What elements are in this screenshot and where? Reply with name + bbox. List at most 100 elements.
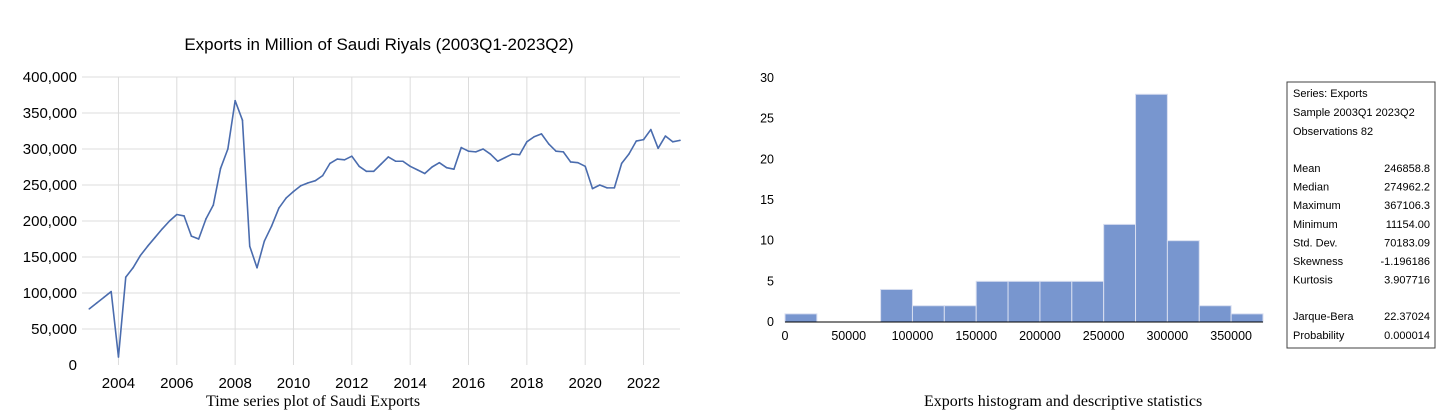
histogram-bar [784, 313, 818, 323]
histogram-bars [784, 93, 1264, 323]
stat-value: 274962.2 [1384, 182, 1430, 194]
data-point [343, 159, 346, 161]
y-tick-label: 350,000 [23, 105, 77, 122]
y-axis: 0 50,000 100,000 150,000 200,000 250,000 300,0… [23, 69, 77, 374]
data-point [423, 172, 426, 175]
x-tick-label: 50000 [831, 329, 866, 343]
data-point [496, 160, 499, 163]
data-point [475, 151, 477, 153]
histogram-bar [1198, 305, 1232, 323]
histogram-bar [880, 288, 913, 323]
data-point [205, 218, 207, 220]
data-point [438, 161, 441, 164]
line-chart-caption: Time series plot of Saudi Exports [206, 393, 421, 410]
data-point [117, 356, 120, 358]
stat-value: 0.000014 [1384, 330, 1430, 342]
data-point [628, 153, 630, 155]
stats-header-line: Sample 2003Q1 2023Q2 [1293, 107, 1415, 119]
data-point [278, 207, 280, 209]
data-point [416, 169, 419, 171]
data-point [387, 156, 390, 158]
data-point [511, 153, 514, 155]
y-tick-label: 150,000 [23, 249, 77, 266]
stat-label: Maximum [1293, 200, 1341, 212]
data-point [161, 228, 164, 230]
data-point [358, 165, 360, 168]
data-point [88, 308, 91, 310]
data-point [154, 236, 156, 239]
data-point [197, 238, 200, 240]
stat-value: 11154.00 [1386, 219, 1430, 231]
x-tick-label: 250000 [1083, 329, 1125, 343]
stat-value: 3.907716 [1384, 275, 1430, 287]
x-tick-label: 350000 [1210, 329, 1252, 343]
stat-value: 246858.8 [1384, 163, 1430, 175]
y-tick-label: 0 [69, 357, 77, 374]
stats-tests: Jarque-Bera 22.37024 Probability 0.000014 [1293, 311, 1430, 342]
data-point [227, 148, 229, 150]
data-point [336, 158, 339, 160]
data-point [329, 162, 331, 165]
histogram-bar [1007, 280, 1041, 323]
data-point [103, 296, 105, 299]
x-tick-label: 200000 [1019, 329, 1061, 343]
data-point [664, 135, 667, 137]
data-point [526, 141, 528, 143]
data-point [372, 170, 375, 173]
data-point [299, 184, 302, 187]
data-point [285, 197, 287, 199]
data-point [431, 166, 433, 168]
x-tick-label: 2008 [218, 375, 251, 392]
data-point [190, 235, 193, 237]
y-tick-label: 0 [767, 315, 774, 329]
data-point [562, 151, 565, 153]
chart-title: Exports in Million of Saudi Riyals (2003… [184, 35, 573, 54]
x-tick-label: 300000 [1147, 329, 1189, 343]
stats-box-border [1286, 81, 1436, 349]
data-point [292, 190, 295, 193]
data-point [124, 276, 127, 278]
histogram-chart: 0 5 10 15 20 25 30 0 50000 100000 150000 200000 250… [760, 71, 1264, 343]
x-tick-label: 150000 [955, 329, 997, 343]
data-point [533, 135, 535, 138]
histogram-bar [943, 305, 977, 323]
y-tick-label: 300,000 [23, 141, 77, 158]
series-line-exports [88, 99, 681, 358]
data-point [234, 99, 236, 102]
histogram-bar [1071, 280, 1105, 323]
x-tick-label: 0 [782, 329, 789, 343]
descriptive-statistics-box: Series: Exports Sample 2003Q1 2023Q2 Obser… [1286, 81, 1436, 349]
data-point [540, 133, 543, 135]
x-tick-label: 2020 [569, 375, 602, 392]
gridlines [82, 76, 680, 365]
data-point [547, 143, 550, 145]
y-tick-label: 10 [760, 234, 774, 248]
data-point [650, 128, 652, 131]
y-tick-label: 25 [760, 112, 774, 126]
stats-rows: Mean 246858.8 Median 274962.2 Maximum 367106.… [1293, 163, 1430, 287]
stat-value: 22.37024 [1384, 311, 1430, 323]
stat-value: -1.196186 [1380, 256, 1430, 268]
x-tick-label: 2004 [102, 375, 135, 392]
data-point [679, 139, 681, 142]
data-point [453, 168, 455, 170]
data-point [351, 155, 353, 157]
data-point [635, 140, 638, 142]
data-point [321, 174, 324, 177]
stat-label: Jarque-Bera [1293, 311, 1354, 323]
stats-header-line: Observations 82 [1293, 126, 1373, 138]
data-point [671, 141, 674, 143]
histogram-bar [1230, 313, 1264, 323]
data-point [270, 225, 273, 227]
y-tick-label: 5 [767, 274, 774, 288]
data-point [482, 148, 484, 150]
stat-value: 70183.09 [1384, 237, 1430, 249]
data-point [555, 150, 557, 152]
data-point [95, 302, 98, 304]
data-point [307, 182, 309, 184]
data-point [176, 213, 178, 216]
data-point [314, 179, 317, 182]
y-tick-label: 50,000 [31, 321, 77, 338]
histogram-bar [1103, 223, 1137, 323]
